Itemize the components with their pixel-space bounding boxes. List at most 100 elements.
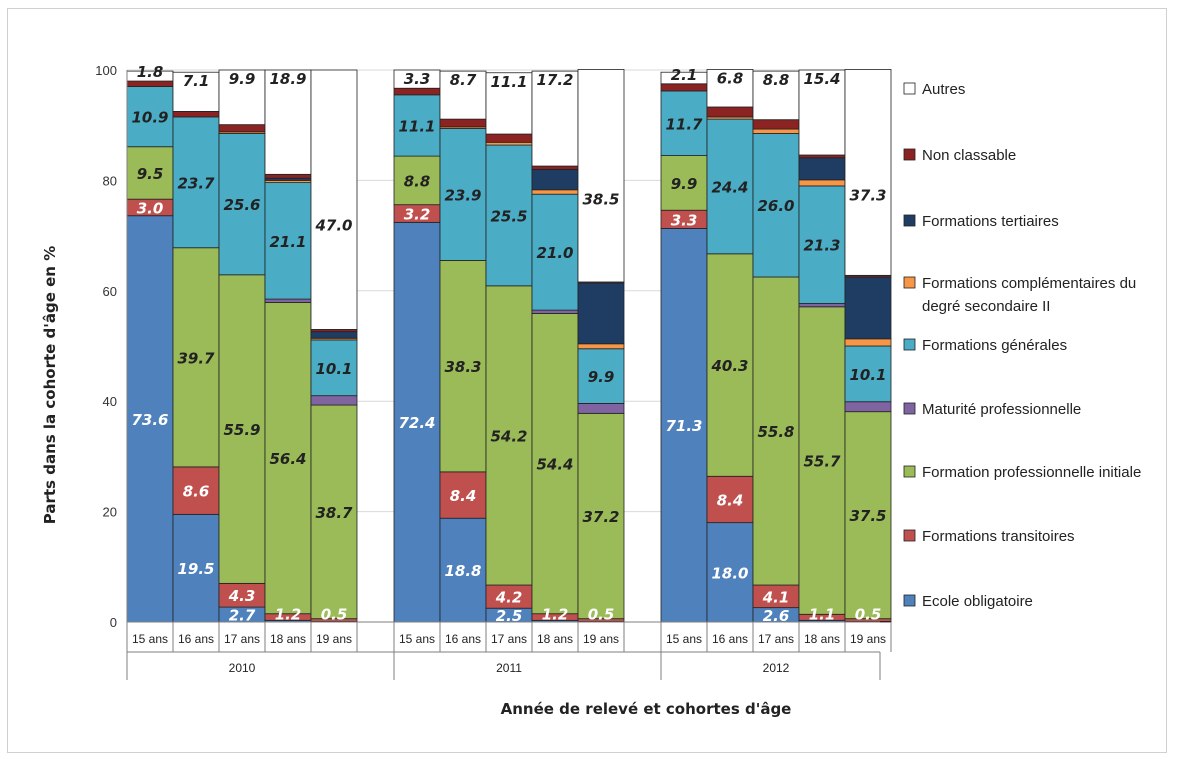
data-label: 3.3 xyxy=(671,211,698,229)
bar-autres xyxy=(264,69,312,175)
data-label: 3.3 xyxy=(404,70,431,88)
data-label: 8.7 xyxy=(450,71,477,89)
data-label: 38.3 xyxy=(444,358,481,376)
bar-non-classable xyxy=(706,106,754,118)
bar-formation-professionnelle-initiale xyxy=(531,313,579,615)
bar-formations-complementaires-du-degre-secondaire-ii xyxy=(844,338,892,347)
bar-formations-tertiaires xyxy=(310,331,358,339)
data-label: 9.9 xyxy=(671,175,698,193)
x-tick-label: 17 ans xyxy=(758,632,794,646)
legend-swatch-formations-complementaires-du-degre-secondaire-ii xyxy=(903,276,916,289)
bar-autres xyxy=(844,69,892,276)
x-tick-label: 18 ans xyxy=(270,632,306,646)
data-label: 56.4 xyxy=(269,450,306,468)
legend-swatch-formations-transitoires xyxy=(903,529,916,542)
bar-non-classable xyxy=(798,154,846,159)
bar-autres xyxy=(798,69,846,156)
data-label: 55.8 xyxy=(757,423,794,441)
data-labels: 73.6 3.0 9.5 10.9 1.8 19.5 8.6 39.7 23.7 7.1 2.7 4.… xyxy=(131,63,886,625)
bar-autres xyxy=(752,70,800,121)
data-label: 21.3 xyxy=(803,237,840,255)
data-label: 21.0 xyxy=(536,244,573,262)
bar-formations-generales xyxy=(264,182,312,300)
legend-swatch-formations-generales xyxy=(903,338,916,351)
data-label: 38.7 xyxy=(315,504,353,522)
x-axis-title: Année de relevé et cohortes d'âge xyxy=(501,700,792,718)
bar-non-classable xyxy=(752,119,800,130)
bar-non-classable xyxy=(218,124,266,133)
legend-swatch-non-classable xyxy=(903,148,916,161)
data-label: 9.9 xyxy=(229,70,256,88)
bar-formations-generales xyxy=(577,348,625,404)
bar-autres xyxy=(485,72,533,135)
bar-autres xyxy=(310,69,358,330)
bar-non-classable xyxy=(172,111,220,118)
bar-autres xyxy=(439,70,487,120)
bar-non-classable xyxy=(264,173,312,179)
bar-formations-tertiaires xyxy=(844,276,892,340)
data-label: 6.8 xyxy=(717,69,744,87)
bar-formations-complementaires-du-degre-secondaire-ii xyxy=(577,343,625,350)
x-tick-label: 19 ans xyxy=(850,632,886,646)
bar-non-classable xyxy=(126,80,174,87)
legend-label-continued: degré secondaire II xyxy=(922,298,1050,315)
data-label: 25.5 xyxy=(490,207,527,225)
x-tick-label: 19 ans xyxy=(316,632,352,646)
data-label: 15.4 xyxy=(803,70,840,88)
data-label: 1.2 xyxy=(275,605,302,623)
data-label: 72.4 xyxy=(398,414,435,432)
y-tick-label: 40 xyxy=(103,394,117,409)
bar-formations-transitoires xyxy=(172,466,220,515)
bar-autres xyxy=(218,69,266,126)
data-label: 9.5 xyxy=(137,165,164,183)
bar-formations-complementaires-du-degre-secondaire-ii xyxy=(798,179,846,187)
data-label: 11.1 xyxy=(398,117,435,135)
data-label: 25.6 xyxy=(223,196,260,214)
legend-label: Non classable xyxy=(922,147,1016,164)
bar-maturite-professionnelle xyxy=(577,403,625,414)
data-label: 2.6 xyxy=(763,607,790,625)
data-label: 3.0 xyxy=(137,199,164,217)
bar-formation-professionnelle-initiale xyxy=(310,404,358,620)
bar-non-classable xyxy=(660,83,708,92)
data-label: 24.4 xyxy=(711,178,748,196)
y-tick-label: 20 xyxy=(103,505,117,520)
bar-non-classable xyxy=(393,87,441,96)
x-tick-label: 19 ans xyxy=(583,632,619,646)
data-label: 1.2 xyxy=(542,605,569,623)
bar-formation-professionnelle-initiale xyxy=(264,301,312,615)
bar-formation-professionnelle-initiale xyxy=(844,411,892,620)
legend-label: Maturité professionnelle xyxy=(922,401,1081,418)
bar-formation-professionnelle-initiale xyxy=(218,274,266,584)
data-label: 23.7 xyxy=(177,174,215,192)
bar-formations-generales xyxy=(393,94,441,157)
y-tick-label: 0 xyxy=(110,615,117,630)
bar-non-classable xyxy=(485,133,533,143)
bar-maturite-professionnelle xyxy=(310,395,358,406)
data-label: 8.4 xyxy=(717,491,744,509)
data-label: 7.1 xyxy=(183,72,210,90)
data-label: 0.5 xyxy=(855,605,882,623)
bar-formations-tertiaires xyxy=(577,282,625,345)
data-label: 2.7 xyxy=(229,607,256,625)
data-label: 4.1 xyxy=(762,588,790,606)
bar-maturite-professionnelle xyxy=(264,298,312,303)
data-label: 73.6 xyxy=(131,411,168,429)
data-label: 37.5 xyxy=(849,507,886,525)
y-axis-title: Parts dans la cohorte d'âge en % xyxy=(41,246,59,524)
legend-swatch-autres xyxy=(903,82,916,95)
bars xyxy=(126,69,892,623)
group-label: 2012 xyxy=(763,661,790,675)
x-tick-label: 16 ans xyxy=(178,632,214,646)
data-label: 37.2 xyxy=(582,508,619,526)
legend-label: Formations complémentaires du xyxy=(922,275,1136,292)
bar-autres xyxy=(577,69,625,283)
bar-formations-generales xyxy=(439,128,487,261)
bar-formations-tertiaires xyxy=(531,168,579,191)
data-label: 40.3 xyxy=(710,357,748,375)
bar-formations-tertiaires xyxy=(798,157,846,181)
data-label: 10.1 xyxy=(315,360,352,378)
bar-formation-professionnelle-initiale xyxy=(577,412,625,620)
bar-maturite-professionnelle xyxy=(531,309,579,314)
